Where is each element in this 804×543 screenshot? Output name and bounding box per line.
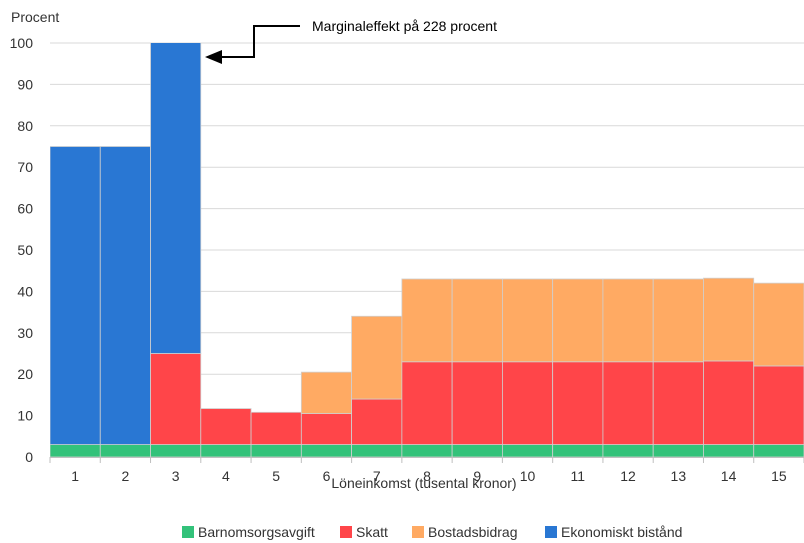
- y-tick-label: 100: [10, 35, 34, 51]
- y-tick-label: 30: [17, 325, 33, 341]
- x-tick-label: 2: [122, 468, 130, 484]
- x-tick-label: 5: [272, 468, 280, 484]
- bar-segment-barnomsorgsavgift-11: [552, 444, 604, 457]
- bar-segment-barnomsorgsavgift-4: [200, 444, 252, 457]
- x-tick-label: 4: [222, 468, 230, 484]
- bar-segment-barnomsorgsavgift-2: [99, 444, 151, 457]
- x-tick-label: 6: [323, 468, 331, 484]
- legend-swatch: [545, 526, 557, 538]
- y-tick-label: 80: [17, 118, 33, 134]
- bar-segment-skatt-9: [451, 361, 503, 445]
- legend-swatch: [340, 526, 352, 538]
- bar-segment-bostadsbidrag-6: [300, 371, 353, 414]
- y-axis-ticks: 0 10 20 30 40 50 60 70 80 90 100: [10, 35, 34, 465]
- bar-segment-barnomsorgsavgift-6: [300, 444, 353, 457]
- annotation: Marginaleffekt på 228 procent: [205, 18, 497, 64]
- bar-segment-barnomsorgsavgift-15: [753, 444, 804, 457]
- legend-swatch: [412, 526, 424, 538]
- bar-segment-skatt-5: [250, 411, 302, 445]
- legend-label: Bostadsbidrag: [428, 524, 518, 540]
- legend-label: Ekonomiskt bistånd: [561, 524, 682, 540]
- legend-label: Skatt: [356, 524, 388, 540]
- x-tick-label: 9: [473, 468, 481, 484]
- bar-segment-skatt-3: [150, 353, 202, 445]
- bar-segment-barnomsorgsavgift-3: [150, 444, 202, 457]
- legend: Barnomsorgsavgift Skatt Bostadsbidrag Ekono…: [182, 524, 682, 540]
- x-tick-label: 15: [771, 468, 787, 484]
- bar-segment-skatt-7: [351, 398, 403, 445]
- bar-segment-ekonomiskt-bistånd-3: [150, 43, 202, 354]
- bar-segment-barnomsorgsavgift-10: [501, 444, 554, 457]
- bar-segment-skatt-10: [501, 361, 554, 445]
- bar-segment-barnomsorgsavgift-8: [401, 444, 453, 457]
- legend-swatch: [182, 526, 194, 538]
- annotation-arrowhead: [205, 50, 222, 64]
- bar-segment-barnomsorgsavgift-13: [652, 444, 704, 457]
- bar-segment-bostadsbidrag-12: [602, 278, 654, 363]
- bar-segment-bostadsbidrag-8: [401, 278, 453, 363]
- x-tick-label: 7: [373, 468, 381, 484]
- x-tick-label: 11: [571, 468, 586, 484]
- bar-segment-barnomsorgsavgift-12: [602, 444, 654, 457]
- bar-segment-bostadsbidrag-14: [703, 277, 755, 362]
- bar-segment-skatt-12: [602, 361, 654, 445]
- bar-segment-bostadsbidrag-13: [652, 278, 704, 363]
- y-tick-label: 50: [17, 242, 33, 258]
- x-tick-label: 14: [721, 468, 737, 484]
- bar-segment-skatt-8: [401, 361, 453, 445]
- x-tick-label: 8: [423, 468, 431, 484]
- bar-segment-barnomsorgsavgift-14: [703, 444, 755, 457]
- annotation-leader-line: [222, 25, 300, 58]
- bar-segment-bostadsbidrag-10: [501, 278, 554, 363]
- bar-segment-skatt-14: [703, 360, 755, 445]
- bar-segment-barnomsorgsavgift-1: [50, 444, 101, 457]
- bar-segment-bostadsbidrag-9: [451, 278, 503, 363]
- annotation-text: Marginaleffekt på 228 procent: [312, 18, 497, 34]
- y-tick-label: 10: [17, 408, 33, 424]
- bar-segment-bostadsbidrag-15: [753, 282, 804, 367]
- bar-segment-skatt-6: [300, 413, 353, 445]
- bar-segment-skatt-4: [200, 408, 252, 445]
- y-tick-label: 40: [17, 283, 33, 299]
- bar-segment-barnomsorgsavgift-9: [451, 444, 503, 457]
- bar-segment-barnomsorgsavgift-7: [351, 444, 403, 457]
- bar-segment-bostadsbidrag-11: [552, 278, 604, 363]
- x-tick-label: 10: [520, 468, 536, 484]
- bars: [50, 43, 804, 457]
- bar-segment-skatt-11: [552, 361, 604, 445]
- bar-segment-barnomsorgsavgift-5: [250, 444, 302, 457]
- bar-segment-skatt-15: [753, 365, 804, 445]
- x-axis: 1 2 3 4 5 6 7 8 9 10 11 12 13 14 15: [49, 457, 804, 484]
- y-tick-label: 0: [25, 449, 33, 465]
- y-axis-title: Procent: [11, 9, 59, 25]
- x-tick-label: 12: [620, 468, 636, 484]
- x-tick-label: 13: [671, 468, 687, 484]
- y-tick-label: 20: [17, 366, 33, 382]
- bar-segment-ekonomiskt-bistånd-1: [50, 146, 101, 445]
- legend-label: Barnomsorgsavgift: [198, 524, 315, 540]
- bar-stack-area: [50, 43, 804, 457]
- y-tick-label: 90: [17, 76, 33, 92]
- bar-segment-ekonomiskt-bistånd-2: [99, 146, 151, 445]
- x-tick-label: 3: [172, 468, 180, 484]
- x-axis-title: Löneinkomst (tusental kronor): [331, 475, 516, 491]
- bar-segment-bostadsbidrag-7: [351, 315, 403, 400]
- y-tick-label: 70: [17, 159, 33, 175]
- x-tick-label: 1: [71, 468, 79, 484]
- bar-segment-skatt-13: [652, 361, 704, 445]
- y-tick-label: 60: [17, 201, 33, 217]
